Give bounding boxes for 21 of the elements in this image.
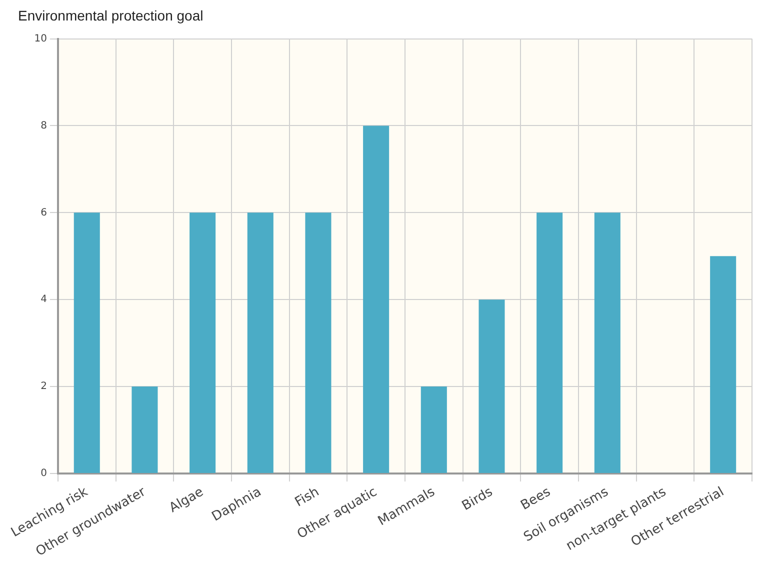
bar [594,212,620,473]
bar [132,386,158,473]
y-tick-label: 0 [40,468,47,480]
bar [420,386,447,473]
bar [478,300,505,473]
y-tick-label: 8 [40,120,47,132]
bar [190,212,216,473]
y-tick-label: 6 [40,207,47,218]
x-tick-label: Bees [518,484,554,514]
bar [536,212,563,473]
bar [710,256,736,473]
bar [305,212,332,473]
y-tick-label: 2 [40,381,47,392]
bar [74,212,100,473]
x-tick-label: Birds [460,484,496,514]
x-tick-label: Fish [292,484,322,510]
y-tick-label: 4 [40,294,47,306]
bar [247,212,274,473]
chart-title: Environmental protection goal [18,7,204,24]
y-tick-label: 10 [34,33,47,44]
bar [363,126,390,473]
